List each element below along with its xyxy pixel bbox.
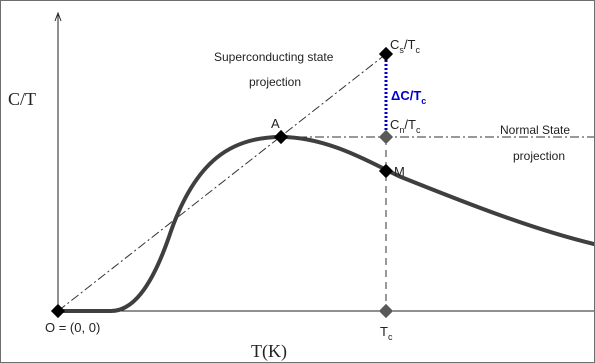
normal-caption-line1: Normal State — [500, 123, 570, 137]
normal-caption-line2: projection — [513, 149, 565, 163]
specific-heat-curve — [56, 134, 594, 313]
cn-tc-label: Cn/Tc — [390, 117, 421, 135]
point-m-label: M — [394, 164, 405, 179]
cn-marker — [378, 129, 394, 145]
origin-marker — [50, 303, 66, 319]
tc-label: Tc — [380, 324, 393, 342]
cs-tc-label: Cs/Tc — [390, 37, 420, 55]
delta-c-label: ΔC/Tc — [391, 88, 426, 106]
tc-marker — [378, 303, 394, 319]
y-axis-arrow — [54, 11, 62, 22]
superconducting-caption-line1: Superconducting state — [214, 50, 334, 64]
cs-marker — [378, 46, 394, 62]
origin-label: O = (0, 0) — [45, 320, 100, 335]
y-axis-label: C/T — [8, 89, 36, 109]
x-axis-label: T(K) — [251, 341, 287, 362]
point-a-label: A — [271, 116, 280, 131]
superconducting-projection-line — [57, 53, 387, 312]
point-a-marker — [273, 129, 289, 145]
superconducting-caption-line2: projection — [249, 75, 301, 89]
point-m-marker — [378, 163, 394, 179]
